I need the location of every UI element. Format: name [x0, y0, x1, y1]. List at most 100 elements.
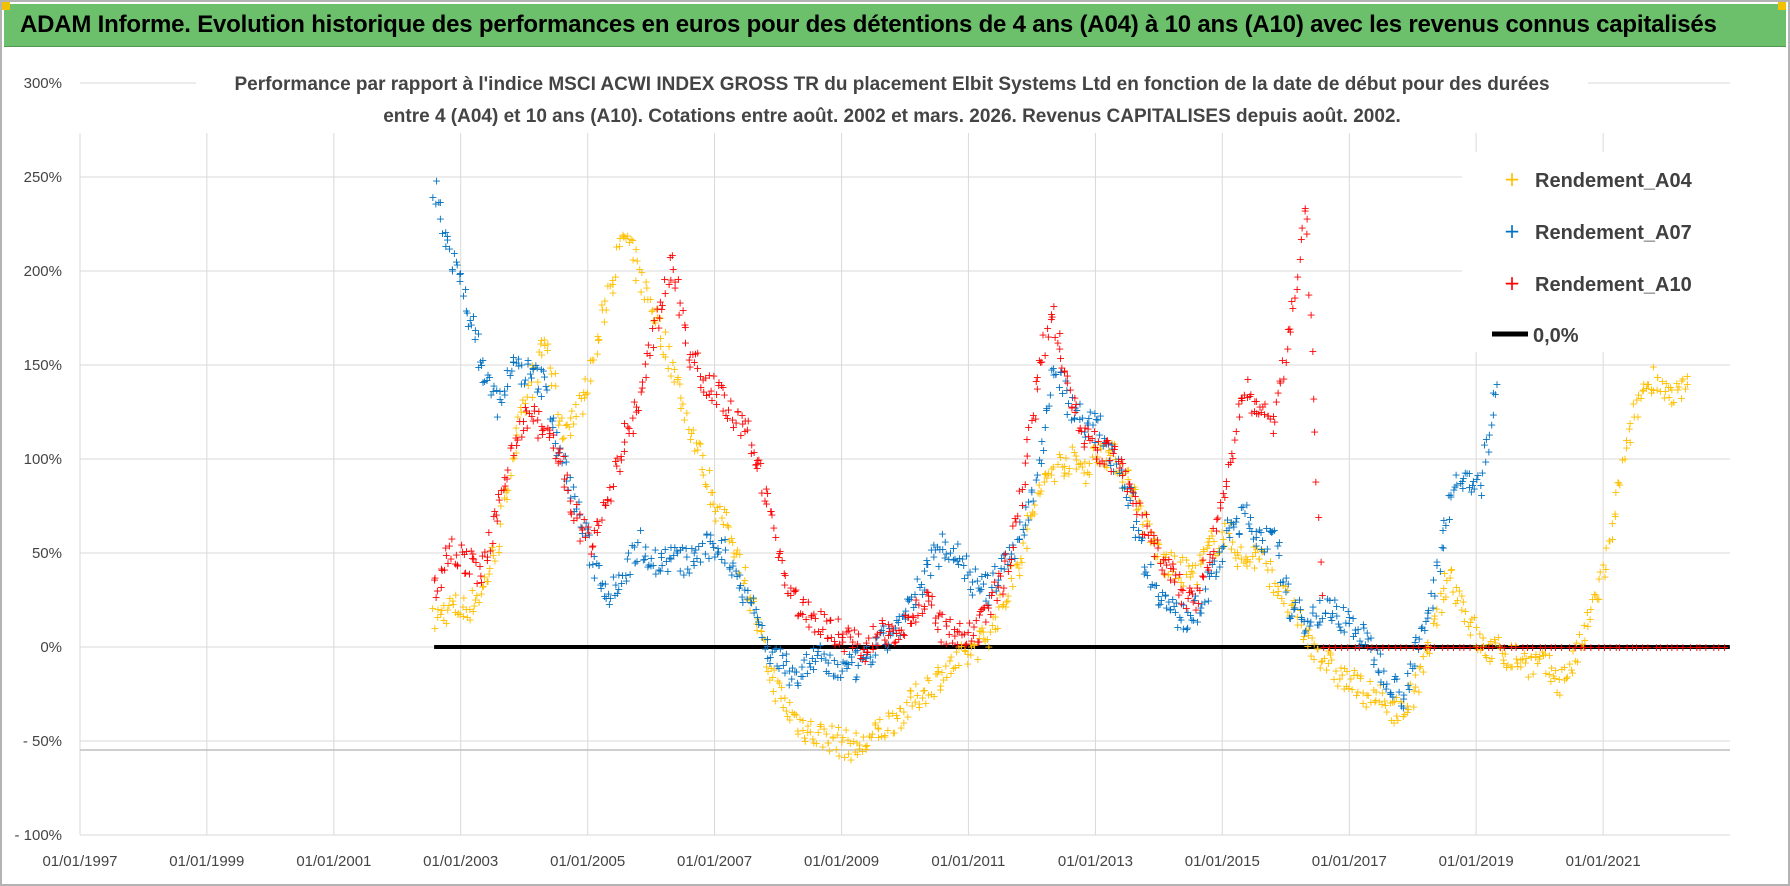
data-point: + — [1258, 545, 1267, 558]
data-point: + — [691, 543, 700, 556]
data-point: + — [822, 665, 831, 678]
data-point: + — [640, 293, 649, 306]
data-point: + — [1106, 449, 1115, 462]
data-point: + — [1237, 394, 1246, 407]
data-point: + — [803, 667, 812, 680]
data-point: + — [973, 635, 982, 648]
data-point: + — [1021, 478, 1030, 491]
data-point: + — [749, 595, 758, 608]
data-point: + — [798, 670, 807, 683]
data-point: + — [543, 422, 552, 435]
data-point: + — [1639, 384, 1648, 397]
data-point: + — [581, 531, 590, 544]
data-point: + — [628, 234, 637, 247]
data-point: + — [1563, 670, 1572, 683]
data-point: + — [569, 417, 578, 430]
data-point: + — [1549, 670, 1558, 683]
data-point: + — [1282, 572, 1291, 585]
data-point: + — [1100, 460, 1109, 473]
data-point: + — [1247, 525, 1256, 538]
data-point: + — [854, 659, 863, 672]
data-point: + — [1309, 393, 1318, 406]
data-point: + — [1438, 524, 1447, 537]
data-point: + — [948, 636, 957, 649]
data-point: + — [1562, 672, 1571, 685]
data-point: + — [1285, 610, 1294, 623]
data-point: + — [1207, 530, 1216, 543]
data-point: + — [1306, 650, 1315, 663]
data-point: + — [1324, 657, 1333, 670]
data-point: + — [1146, 536, 1155, 549]
data-point: + — [474, 327, 483, 340]
data-point: + — [562, 455, 571, 468]
data-point: + — [919, 684, 928, 697]
data-point: + — [1421, 615, 1430, 628]
data-point: + — [1414, 643, 1423, 656]
data-point: + — [766, 651, 775, 664]
data-point: + — [598, 304, 607, 317]
data-point: + — [882, 638, 891, 651]
data-point: + — [637, 386, 646, 399]
data-point: + — [1541, 641, 1550, 654]
data-point: + — [434, 196, 443, 209]
data-point: + — [465, 613, 474, 626]
data-point: + — [1674, 381, 1683, 394]
data-point: + — [628, 411, 637, 424]
data-point: + — [1586, 641, 1595, 654]
data-point: + — [1234, 397, 1243, 410]
data-point: + — [1070, 412, 1079, 425]
data-point: + — [927, 688, 936, 701]
data-point: + — [729, 421, 738, 434]
data-point: + — [575, 507, 584, 520]
data-point: + — [1149, 536, 1158, 549]
data-point: + — [1178, 584, 1187, 597]
data-point: + — [494, 488, 503, 501]
data-point: + — [1547, 641, 1556, 654]
data-point: + — [778, 649, 787, 662]
data-point: + — [506, 469, 515, 482]
data-point: + — [626, 233, 635, 246]
data-point: + — [1396, 696, 1405, 709]
data-point: + — [529, 361, 538, 374]
data-point: + — [635, 263, 644, 276]
data-point: + — [533, 361, 542, 374]
data-point: + — [1325, 594, 1334, 607]
data-point: + — [1212, 525, 1221, 538]
data-point: + — [1036, 484, 1045, 497]
data-point: + — [974, 636, 983, 649]
data-point: + — [462, 305, 471, 318]
data-point: + — [1153, 550, 1162, 563]
data-point: + — [666, 251, 675, 264]
data-point: + — [969, 620, 978, 633]
data-point: + — [1126, 494, 1135, 507]
data-point: + — [1419, 666, 1428, 679]
data-point: + — [1022, 523, 1031, 536]
data-point: + — [1608, 517, 1617, 530]
data-point: + — [1420, 624, 1429, 637]
data-point: + — [531, 359, 540, 372]
data-point: + — [1005, 541, 1014, 554]
data-point: + — [1404, 703, 1413, 716]
data-point: + — [696, 381, 705, 394]
data-point: + — [1132, 508, 1141, 521]
data-point: + — [991, 623, 1000, 636]
data-point: + — [694, 540, 703, 553]
data-point: + — [880, 729, 889, 742]
data-point: + — [548, 421, 557, 434]
data-point: + — [825, 649, 834, 662]
data-point: + — [791, 583, 800, 596]
data-point: + — [642, 347, 651, 360]
data-point: + — [644, 338, 653, 351]
data-point: + — [1265, 524, 1274, 537]
data-point: + — [1063, 408, 1072, 421]
data-point: + — [1123, 473, 1132, 486]
data-point: + — [1437, 606, 1446, 619]
data-point: + — [997, 552, 1006, 565]
data-point: + — [800, 732, 809, 745]
data-point: + — [1117, 464, 1126, 477]
data-point: + — [616, 450, 625, 463]
data-point: + — [599, 496, 608, 509]
data-point: + — [1610, 507, 1619, 520]
data-point: + — [546, 361, 555, 374]
data-point: + — [495, 540, 504, 553]
